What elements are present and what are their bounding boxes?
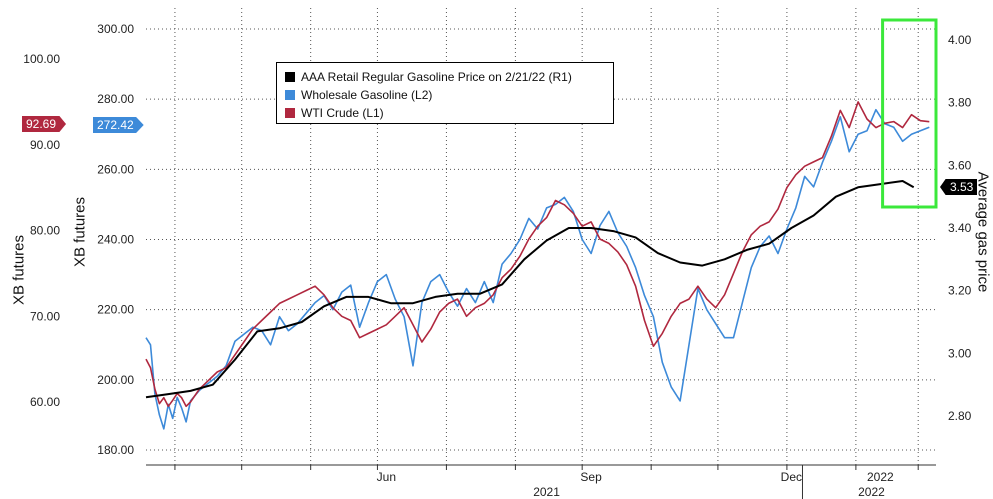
tick-label-left2: 240.00 (97, 233, 134, 247)
legend-label-retail: AAA Retail Regular Gasoline Price on 2/2… (301, 70, 572, 84)
x-tick-label: Sep (580, 470, 602, 484)
tick-label-right1: 4.00 (948, 33, 972, 47)
legend-swatch-wholesale (285, 90, 295, 100)
tick-label-left2: 200.00 (97, 373, 134, 387)
tick-label-left1: 70.00 (30, 309, 60, 323)
legend-entry-wti: WTI Crude (L1) (285, 104, 605, 122)
last-value-badge-retail: 3.53 (940, 179, 978, 195)
tick-label-right1: 3.80 (948, 96, 972, 110)
highlight-box (881, 18, 938, 209)
series-lines (145, 101, 930, 430)
legend-swatch-wti (285, 108, 295, 118)
last-value-badge-wholesale: 272.42 (93, 117, 144, 133)
legend-swatch-retail (285, 72, 295, 82)
tick-label-left1: 80.00 (30, 224, 60, 238)
series-line-retail (145, 180, 915, 399)
highlight-rect (881, 18, 938, 209)
tick-label-right1: 3.40 (948, 221, 972, 235)
tick-label-left1: 90.00 (30, 138, 60, 152)
tick-label-right1: 2.80 (948, 409, 972, 423)
x-tick-label: Jun (377, 470, 396, 484)
series-line-wti (145, 101, 930, 408)
tick-label-right1: 3.60 (948, 158, 972, 172)
tick-label-left2: 300.00 (97, 22, 134, 36)
chart-legend: AAA Retail Regular Gasoline Price on 2/2… (276, 62, 614, 124)
series-line-wholesale (145, 108, 930, 430)
legend-entry-retail: AAA Retail Regular Gasoline Price on 2/2… (285, 68, 605, 86)
tick-label-right1: 3.20 (948, 284, 972, 298)
tick-label-left2: 220.00 (97, 303, 134, 317)
legend-label-wholesale: Wholesale Gasoline (L2) (301, 88, 433, 102)
x-tick-label: Dec (781, 470, 802, 484)
tick-label-left1: 100.00 (23, 52, 60, 66)
legend-entry-wholesale: Wholesale Gasoline (L2) (285, 86, 605, 104)
y-axis-title-left1: XB futures (10, 234, 28, 306)
x-year-label: 2021 (533, 485, 560, 499)
x-year-label: 2022 (858, 485, 885, 499)
y-axis-title-left2: XB futures (71, 196, 89, 268)
tick-label-right1: 3.00 (948, 346, 972, 360)
tick-label-left2: 260.00 (97, 162, 134, 176)
legend-label-wti: WTI Crude (L1) (301, 106, 384, 120)
x-axis: Jun Sep Dec 2022 2021 2022 (146, 464, 936, 499)
axis-ticks: 60.00 70.00 80.00 90.00 100.00 180.00 200.00 22… (23, 22, 971, 457)
x-tick-label: 2022 (867, 470, 894, 484)
last-value-badge-wti: 92.69 (22, 116, 67, 132)
tick-label-left2: 180.00 (97, 443, 134, 457)
tick-label-left1: 60.00 (30, 395, 60, 409)
tick-label-left2: 280.00 (97, 92, 134, 106)
